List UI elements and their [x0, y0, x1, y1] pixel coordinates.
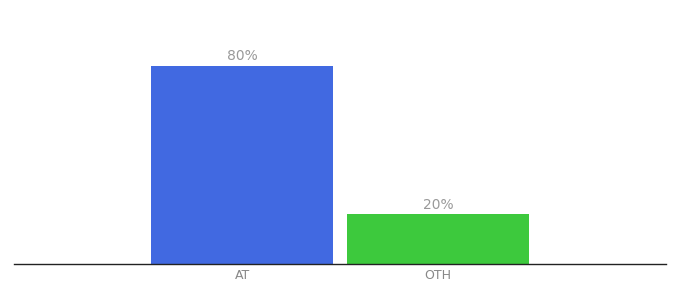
Text: 80%: 80% — [226, 49, 258, 63]
Text: 20%: 20% — [422, 198, 454, 212]
Bar — [151, 66, 333, 264]
Bar — [347, 214, 529, 264]
